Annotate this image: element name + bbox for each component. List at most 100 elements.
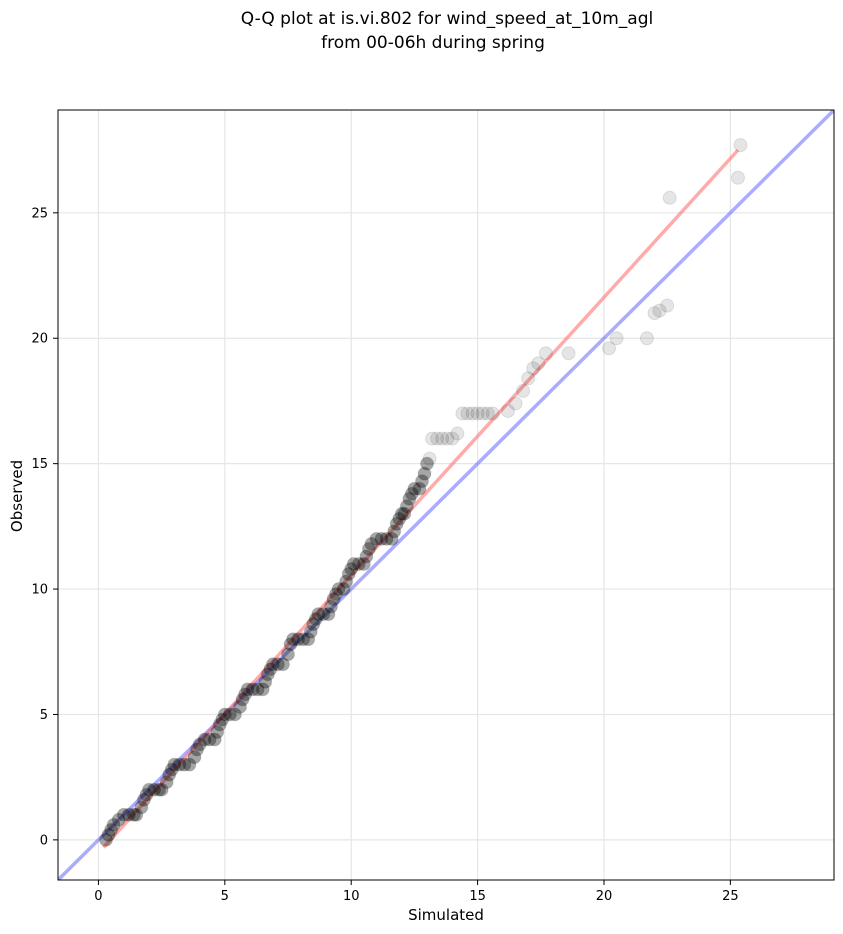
- data-point: [190, 742, 205, 757]
- data-point: [404, 486, 419, 501]
- data-point: [245, 682, 260, 697]
- plot-content: [58, 110, 834, 880]
- y-tick-label: 10: [31, 583, 48, 598]
- data-point: [397, 506, 412, 521]
- data-point: [500, 403, 515, 418]
- data-point: [733, 138, 748, 153]
- data-point: [197, 732, 212, 747]
- data-point: [450, 426, 465, 441]
- data-point: [202, 732, 217, 747]
- data-point: [662, 190, 677, 205]
- data-point: [435, 431, 450, 446]
- data-point: [351, 556, 366, 571]
- data-point: [445, 431, 460, 446]
- data-point: [420, 456, 435, 471]
- data-point: [480, 406, 495, 421]
- data-point: [639, 331, 654, 346]
- data-point: [152, 782, 167, 797]
- data-point: [455, 406, 470, 421]
- data-point: [258, 674, 273, 689]
- data-point: [508, 396, 523, 411]
- data-point: [104, 822, 119, 837]
- data-point: [126, 807, 141, 822]
- data-point: [164, 762, 179, 777]
- data-point: [116, 807, 131, 822]
- data-point: [217, 707, 232, 722]
- data-point: [260, 667, 275, 682]
- data-point: [414, 474, 429, 489]
- data-point: [215, 712, 230, 727]
- x-tick-label: 20: [596, 889, 613, 904]
- data-point: [291, 632, 306, 647]
- data-point: [238, 687, 253, 702]
- data-point: [255, 682, 270, 697]
- data-point: [99, 832, 114, 847]
- data-point: [440, 431, 455, 446]
- chart-title-line-2: from 00-06h during spring: [321, 33, 545, 53]
- data-point: [141, 782, 156, 797]
- data-point: [311, 607, 326, 622]
- data-point: [154, 782, 169, 797]
- data-point: [270, 657, 285, 672]
- data-point: [101, 827, 116, 842]
- data-point: [470, 406, 485, 421]
- data-point: [465, 406, 480, 421]
- data-point: [134, 800, 149, 815]
- data-point: [301, 632, 316, 647]
- data-point: [609, 331, 624, 346]
- data-point: [106, 817, 121, 832]
- data-point: [394, 506, 409, 521]
- data-point: [359, 549, 374, 564]
- data-point: [417, 466, 432, 481]
- data-point: [389, 516, 404, 531]
- data-point: [192, 737, 207, 752]
- data-point: [250, 682, 265, 697]
- data-point: [222, 707, 237, 722]
- y-tick-label: 20: [31, 332, 48, 347]
- x-tick-label: 0: [94, 889, 102, 904]
- data-point: [306, 617, 321, 632]
- identity-line: [58, 110, 834, 880]
- data-point: [339, 574, 354, 589]
- y-tick-label: 15: [31, 457, 48, 472]
- y-tick-label: 0: [40, 833, 48, 848]
- data-point: [460, 406, 475, 421]
- data-point: [331, 582, 346, 597]
- data-point: [329, 587, 344, 602]
- data-point: [308, 612, 323, 627]
- data-point: [275, 657, 290, 672]
- data-point: [263, 662, 278, 677]
- data-point: [422, 451, 437, 466]
- data-point: [402, 491, 417, 506]
- data-point: [399, 499, 414, 514]
- data-point: [730, 170, 745, 185]
- data-point: [147, 782, 162, 797]
- y-tick-label: 25: [31, 206, 48, 221]
- data-point: [136, 792, 151, 807]
- data-point: [172, 757, 187, 772]
- data-point: [303, 624, 318, 639]
- data-point: [526, 361, 541, 376]
- x-tick-label: 5: [221, 889, 229, 904]
- x-tick-label: 15: [469, 889, 486, 904]
- data-point: [182, 757, 197, 772]
- plot-frame: [57, 109, 835, 881]
- data-point: [341, 567, 356, 582]
- data-point: [485, 406, 500, 421]
- data-point: [235, 692, 250, 707]
- data-point: [281, 647, 296, 662]
- data-point: [323, 599, 338, 614]
- data-point: [387, 524, 402, 539]
- data-point: [212, 717, 227, 732]
- data-point: [321, 607, 336, 622]
- data-point: [121, 807, 136, 822]
- data-point: [561, 346, 576, 361]
- data-point: [240, 682, 255, 697]
- data-point: [369, 531, 384, 546]
- fit-line: [102, 148, 740, 849]
- data-point: [346, 556, 361, 571]
- data-point: [356, 556, 371, 571]
- data-point: [207, 732, 222, 747]
- data-point: [162, 767, 177, 782]
